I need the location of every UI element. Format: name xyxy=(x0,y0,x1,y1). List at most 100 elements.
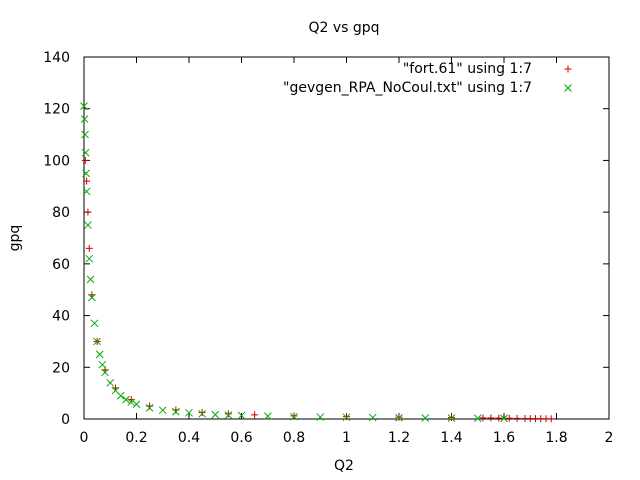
data-point-b xyxy=(185,408,193,417)
data-point-b xyxy=(111,386,120,395)
legend-marker-1 xyxy=(564,65,572,73)
data-point-b xyxy=(98,360,107,369)
data-point-b xyxy=(88,293,96,302)
data-point xyxy=(132,400,141,409)
x-tick-label: 2 xyxy=(605,430,614,446)
data-point xyxy=(547,415,555,423)
data-point-b xyxy=(82,187,91,196)
data-point-b xyxy=(368,413,377,422)
data-point-b xyxy=(316,413,325,421)
data-point xyxy=(421,414,430,422)
data-point xyxy=(122,395,130,404)
x-tick-label: 1.4 xyxy=(440,430,462,446)
data-point xyxy=(81,156,89,164)
data-point-b xyxy=(198,409,206,418)
data-point xyxy=(290,412,298,421)
data-point-b xyxy=(122,395,130,404)
data-point xyxy=(495,414,503,422)
data-point-b xyxy=(395,413,403,422)
data-point-b xyxy=(85,254,94,263)
data-point xyxy=(81,148,90,157)
data-point xyxy=(158,406,167,415)
data-point-b xyxy=(81,148,90,157)
data-points xyxy=(80,102,555,423)
data-point xyxy=(101,368,109,377)
data-point xyxy=(106,378,115,387)
data-point xyxy=(500,414,508,423)
data-point xyxy=(251,411,259,419)
series-1 xyxy=(81,156,555,423)
y-tick-label: 80 xyxy=(52,205,70,221)
data-point-b xyxy=(127,398,136,407)
y-tick-label: 140 xyxy=(43,50,70,66)
data-point xyxy=(513,414,521,422)
data-point-b xyxy=(116,391,125,400)
data-point-b xyxy=(172,407,180,416)
data-point-b xyxy=(106,378,115,387)
legend-label-2: "gevgen_RPA_NoCoul.txt" using 1:7 xyxy=(283,80,532,96)
data-point-b xyxy=(473,414,482,423)
data-point xyxy=(116,391,125,400)
data-point xyxy=(85,254,94,263)
data-point xyxy=(198,409,206,418)
y-tick-label: 40 xyxy=(52,309,70,325)
data-point xyxy=(93,337,101,346)
data-point xyxy=(84,221,92,229)
data-point xyxy=(85,244,93,252)
data-point xyxy=(145,404,154,412)
y-tick-label: 0 xyxy=(61,412,70,428)
x-axis-label: Q2 xyxy=(334,458,354,474)
data-point xyxy=(224,410,232,418)
data-point xyxy=(82,187,91,196)
legend-marker-2-b xyxy=(564,84,572,92)
data-point-b xyxy=(101,368,109,377)
y-axis-label: gpq xyxy=(7,225,23,252)
data-point xyxy=(172,407,180,416)
data-point-b xyxy=(158,406,167,415)
x-tick-label: 1.6 xyxy=(493,430,515,446)
data-point xyxy=(98,360,107,369)
data-point-b xyxy=(237,411,246,420)
y-tick-label: 120 xyxy=(43,102,70,118)
data-point xyxy=(473,414,482,423)
data-point xyxy=(80,115,89,123)
data-point xyxy=(224,411,233,419)
series-2 xyxy=(80,102,508,423)
data-point xyxy=(263,412,272,421)
data-point-b xyxy=(81,130,89,139)
data-point xyxy=(505,414,513,422)
data-point xyxy=(198,409,206,417)
data-point xyxy=(368,413,377,422)
data-point xyxy=(83,177,91,185)
data-point xyxy=(237,411,246,420)
data-point-b xyxy=(95,350,104,359)
data-point xyxy=(90,319,99,328)
legend-label-1: "fort.61" using 1:7 xyxy=(403,61,532,77)
data-point xyxy=(88,293,96,302)
y-tick-label: 20 xyxy=(52,360,70,376)
data-point xyxy=(86,275,95,284)
y-tick-label: 100 xyxy=(43,153,70,169)
data-point-b xyxy=(82,169,90,178)
data-point-b xyxy=(447,414,456,422)
data-point-b xyxy=(290,412,298,421)
data-point xyxy=(487,414,495,422)
data-point xyxy=(81,130,89,139)
chart-title: Q2 vs gpq xyxy=(308,20,379,36)
data-point xyxy=(127,398,136,407)
data-point-b xyxy=(86,275,95,284)
data-point xyxy=(211,410,220,419)
data-point-b xyxy=(80,115,89,123)
data-point-b xyxy=(93,337,101,346)
data-point xyxy=(82,169,90,178)
data-point xyxy=(342,413,351,422)
x-tick-label: 0.8 xyxy=(283,430,305,446)
data-point xyxy=(290,412,298,420)
data-point xyxy=(447,414,456,422)
legend-marker-2 xyxy=(564,84,572,92)
x-tick-label: 1.8 xyxy=(545,430,567,446)
data-point xyxy=(395,413,403,422)
plot-frame xyxy=(83,56,610,420)
data-point-b xyxy=(211,410,220,419)
